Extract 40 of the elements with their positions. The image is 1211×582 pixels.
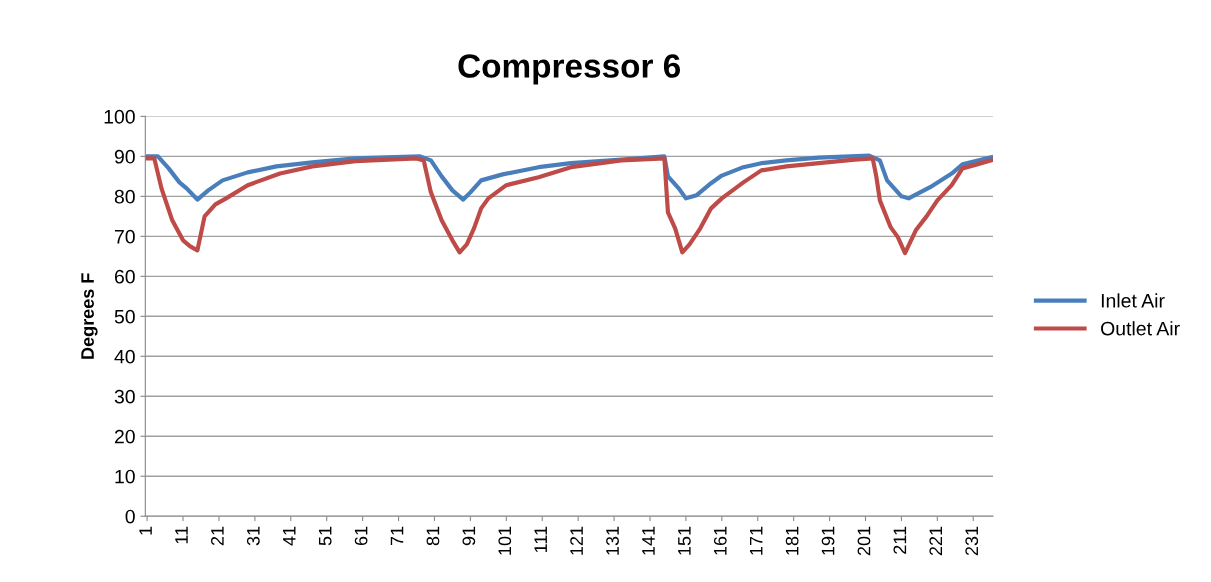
y-tick-label: 20: [114, 429, 135, 444]
y-axis-title: Degrees F: [81, 273, 98, 359]
y-tick-label: 80: [114, 189, 135, 204]
x-tick-label: 91: [462, 526, 476, 546]
x-tick-label: 191: [821, 526, 835, 555]
x-tick-label: 71: [390, 526, 404, 546]
x-tick-label: 201: [857, 526, 871, 556]
y-tick-label: 0: [125, 509, 135, 524]
chart-title: Compressor 6: [458, 54, 681, 85]
x-tick-label: 101: [498, 526, 512, 555]
x-tick-label: 211: [893, 526, 907, 554]
x-tick-label: 121: [570, 526, 583, 555]
x-tick-label: 131: [606, 526, 619, 555]
y-tick-label: 90: [114, 149, 135, 164]
y-tick-label: 10: [115, 469, 135, 484]
y-tick-label: 30: [114, 389, 135, 404]
x-tick-label: 21: [211, 526, 224, 546]
x-tick-label: 61: [354, 526, 368, 546]
x-tick-label: 141: [642, 526, 655, 555]
x-tick-label: 231: [965, 526, 979, 556]
x-tick-label: 41: [283, 526, 296, 546]
x-tick-label: 151: [678, 526, 691, 555]
y-tick-label: 60: [114, 269, 135, 284]
x-tick-label: 111: [534, 526, 547, 553]
x-tick-label: 221: [929, 526, 943, 556]
x-tick-label: 1: [139, 526, 152, 535]
x-tick-label: 51: [318, 526, 332, 546]
line-series: [145, 156, 994, 256]
y-tick-label: 50: [114, 309, 135, 324]
y-tick-label: 40: [114, 349, 135, 364]
x-tick-label: 11: [175, 526, 188, 544]
y-tick-label: 70: [114, 229, 135, 244]
x-tick-label: 31: [246, 526, 260, 546]
x-tick-label: 161: [713, 526, 727, 555]
x-tick-label: 171: [749, 526, 763, 555]
x-tick-label: 81: [426, 526, 440, 546]
x-tick-label: 181: [785, 526, 799, 555]
legend-label: Outlet Air: [1101, 321, 1180, 336]
legend-label: Inlet Air: [1101, 293, 1165, 308]
y-tick-label: 100: [104, 109, 135, 124]
